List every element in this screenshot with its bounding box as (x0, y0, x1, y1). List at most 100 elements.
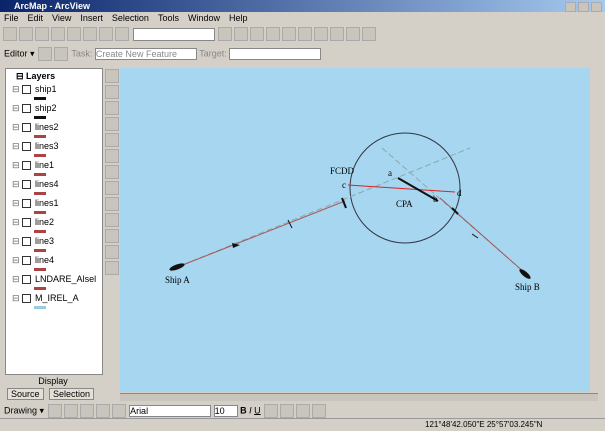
tool[interactable] (330, 27, 345, 41)
scrollbar[interactable] (590, 68, 598, 392)
tool[interactable] (63, 404, 78, 418)
tool[interactable] (362, 27, 377, 41)
tool[interactable] (35, 27, 49, 41)
tool[interactable] (38, 47, 53, 61)
tool[interactable] (54, 47, 69, 61)
tool[interactable] (280, 404, 295, 418)
menu-item[interactable]: Window (187, 13, 220, 23)
checkbox[interactable] (22, 294, 32, 304)
menu-item[interactable]: File (4, 13, 19, 23)
tool[interactable] (266, 27, 281, 41)
tool[interactable] (105, 213, 119, 227)
scale-box[interactable] (132, 27, 215, 41)
expander[interactable]: ⊟ (12, 236, 23, 246)
tool[interactable] (264, 404, 279, 418)
minimize[interactable] (565, 2, 576, 12)
layer-row[interactable]: ⊟ line4 (6, 255, 102, 274)
tool[interactable] (99, 27, 113, 41)
drawing-menu[interactable]: Drawing (4, 405, 38, 416)
window-controls[interactable] (564, 1, 603, 13)
expander[interactable]: ⊟ (12, 198, 23, 208)
checkbox[interactable] (22, 256, 32, 266)
tool[interactable] (105, 181, 119, 195)
checkbox[interactable] (22, 142, 32, 152)
tool[interactable] (47, 404, 62, 418)
menu-item[interactable]: Help (228, 13, 248, 23)
tool[interactable] (105, 197, 119, 211)
maximize[interactable] (578, 2, 589, 12)
target-dropdown[interactable] (229, 48, 322, 60)
checkbox[interactable] (22, 199, 32, 209)
tool[interactable] (105, 133, 119, 147)
tool[interactable] (346, 27, 361, 41)
checkbox[interactable] (22, 123, 32, 133)
tool[interactable] (234, 27, 249, 41)
expander[interactable]: ⊟ (12, 103, 23, 113)
tool[interactable] (105, 117, 119, 131)
tab[interactable]: Selection (49, 388, 95, 400)
expander[interactable]: ⊟ (12, 217, 23, 227)
layer-row[interactable]: ⊟ line3 (6, 236, 102, 255)
expander[interactable]: ⊟ (12, 179, 23, 189)
layer-row[interactable]: ⊟ lines3 (6, 141, 102, 160)
tool[interactable] (95, 404, 110, 418)
tool[interactable] (105, 245, 119, 259)
expander[interactable]: ⊟ (12, 255, 23, 265)
expander[interactable]: ⊟ (12, 122, 23, 132)
tool[interactable] (105, 261, 119, 275)
checkbox[interactable] (22, 237, 32, 247)
font-dropdown[interactable]: Arial (129, 405, 212, 417)
tool[interactable] (115, 27, 129, 41)
editor-menu[interactable]: Editor (4, 48, 28, 59)
expander[interactable]: ⊟ (12, 141, 23, 151)
horizontal-scrollbar[interactable] (120, 393, 598, 401)
tool[interactable] (105, 101, 119, 115)
tool[interactable] (105, 165, 119, 179)
layer-row[interactable]: ⊟ line2 (6, 217, 102, 236)
menu-item[interactable]: Selection (111, 13, 149, 23)
checkbox[interactable] (22, 85, 32, 95)
tool[interactable] (250, 27, 265, 41)
checkbox[interactable] (22, 218, 32, 228)
tool[interactable] (67, 27, 81, 41)
checkbox[interactable] (22, 104, 32, 114)
tool[interactable] (111, 404, 126, 418)
expander[interactable]: ⊟ (12, 84, 23, 94)
tool[interactable] (79, 404, 94, 418)
layer-row[interactable]: ⊟ LNDARE_Alsel (6, 274, 102, 293)
close[interactable] (591, 2, 602, 12)
tool[interactable] (105, 69, 119, 83)
expander[interactable]: ⊟ (12, 293, 23, 303)
checkbox[interactable] (22, 180, 32, 190)
menu-item[interactable]: Insert (80, 13, 103, 23)
checkbox[interactable] (22, 161, 32, 171)
menu-item[interactable]: View (52, 13, 72, 23)
layer-row[interactable]: ⊟ ship1 (6, 84, 102, 103)
tool[interactable] (83, 27, 97, 41)
tool[interactable] (105, 85, 119, 99)
expander[interactable]: ⊟ (12, 274, 23, 284)
tool[interactable] (105, 149, 119, 163)
tool[interactable] (218, 27, 233, 41)
tool[interactable] (3, 27, 17, 41)
layer-row[interactable]: ⊟ lines4 (6, 179, 102, 198)
tool[interactable] (105, 229, 119, 243)
tab[interactable]: Source (7, 388, 44, 400)
layer-row[interactable]: ⊟ lines1 (6, 198, 102, 217)
layer-row[interactable]: ⊟ M_IREL_A (6, 293, 102, 312)
menu-item[interactable]: Tools (157, 13, 179, 23)
tool[interactable] (314, 27, 329, 41)
tool[interactable] (296, 404, 311, 418)
tool[interactable] (298, 27, 313, 41)
tool[interactable] (312, 404, 327, 418)
checkbox[interactable] (22, 275, 32, 285)
expander[interactable]: ⊟ (12, 160, 23, 170)
tab[interactable]: Display (38, 376, 68, 386)
tool[interactable] (282, 27, 297, 41)
task-dropdown[interactable]: Create New Feature (94, 48, 197, 60)
size-dropdown[interactable]: 10 (213, 405, 238, 417)
map-view[interactable]: FCDD CPA Ship A Ship B a b c d (120, 68, 598, 392)
layer-row[interactable]: ⊟ lines2 (6, 122, 102, 141)
layer-row[interactable]: ⊟ ship2 (6, 103, 102, 122)
tool[interactable] (19, 27, 33, 41)
